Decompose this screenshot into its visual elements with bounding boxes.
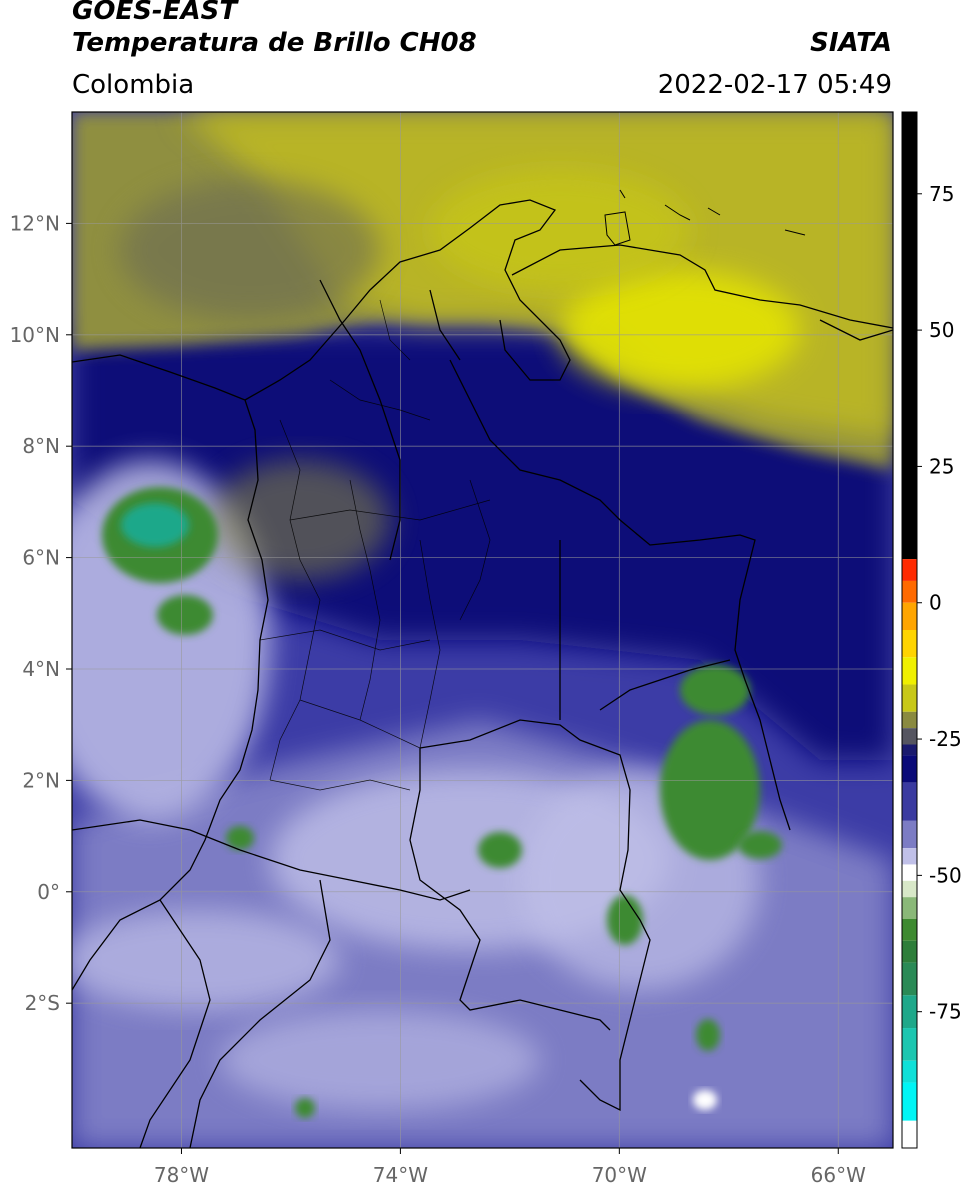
map-frame xyxy=(71,111,894,1149)
colorbar-segment xyxy=(902,112,917,560)
colorbar-segment xyxy=(902,1120,917,1148)
colorbar-tick-label: -25 xyxy=(929,727,962,751)
colorbar-segment xyxy=(902,602,917,630)
colorbar-segment xyxy=(902,711,917,729)
lat-tick-label: 10°N xyxy=(10,323,60,347)
colorbar xyxy=(901,111,918,1149)
colorbar-frame xyxy=(901,111,918,1149)
org-label: SIATA xyxy=(810,28,892,58)
colorbar-segment xyxy=(902,962,917,996)
colorbar-segment xyxy=(902,728,917,745)
lat-tick-label: 0° xyxy=(37,880,60,904)
colorbar-tick-label: -50 xyxy=(929,863,962,887)
lon-tick-label: 78°W xyxy=(154,1163,209,1187)
colorbar-segment xyxy=(902,880,917,898)
lat-tick-label: 6°N xyxy=(22,546,60,570)
datetime-label: 2022-02-17 05:49 xyxy=(657,70,892,100)
colorbar-segment xyxy=(902,559,917,581)
colorbar-segment xyxy=(902,864,917,881)
lat-tick-label: 2°S xyxy=(25,991,60,1015)
brightness-temperature-map xyxy=(72,112,893,1148)
colorbar-tick-label: 0 xyxy=(929,591,942,615)
colorbar-segment xyxy=(902,1060,917,1083)
lon-tick-label: 74°W xyxy=(373,1163,428,1187)
colorbar-segment xyxy=(902,995,917,1029)
colorbar-segment xyxy=(902,1082,917,1121)
lon-tick-label: 70°W xyxy=(592,1163,647,1187)
latitude-ticks: 12°N 10°N 8°N 6°N 4°N 2°N 0° 2°S xyxy=(10,211,72,1015)
lat-tick-label: 4°N xyxy=(22,657,60,681)
colorbar-segment xyxy=(902,744,917,756)
lon-tick-label: 66°W xyxy=(811,1163,866,1187)
islands xyxy=(604,189,806,246)
colorbar-segment xyxy=(902,918,917,941)
satellite-title: GOES-EAST xyxy=(72,0,238,26)
department-borders xyxy=(259,299,491,791)
colorbar-segment xyxy=(902,897,917,919)
lat-tick-label: 8°N xyxy=(22,434,60,458)
map-gridlines xyxy=(72,112,893,1148)
lat-tick-label: 2°N xyxy=(22,768,60,792)
lat-tick-label: 12°N xyxy=(10,211,60,235)
colorbar-segment xyxy=(902,820,917,849)
product-title: Temperatura de Brillo CH08 xyxy=(72,28,477,58)
colorbar-segment xyxy=(902,657,917,685)
colorbar-tick-label: -75 xyxy=(929,1000,962,1024)
longitude-ticks: 78°W 74°W 70°W 66°W xyxy=(154,1148,866,1187)
colorbar-segment xyxy=(902,580,917,603)
colorbar-tick-label: 50 xyxy=(929,318,954,342)
colorbar-segment xyxy=(902,630,917,658)
colorbar-ticks: 75 50 25 0 -25 -50 -75 xyxy=(917,182,962,1024)
region-label: Colombia xyxy=(72,70,195,100)
colorbar-segment xyxy=(902,755,917,783)
colorbar-segment xyxy=(902,684,917,712)
colorbar-segment xyxy=(902,848,917,865)
colorbar-tick-label: 25 xyxy=(929,454,954,478)
colorbar-segment xyxy=(902,782,917,821)
colorbar-segment xyxy=(902,940,917,963)
colorbar-segment xyxy=(902,1028,917,1061)
colorbar-tick-label: 75 xyxy=(929,182,954,206)
